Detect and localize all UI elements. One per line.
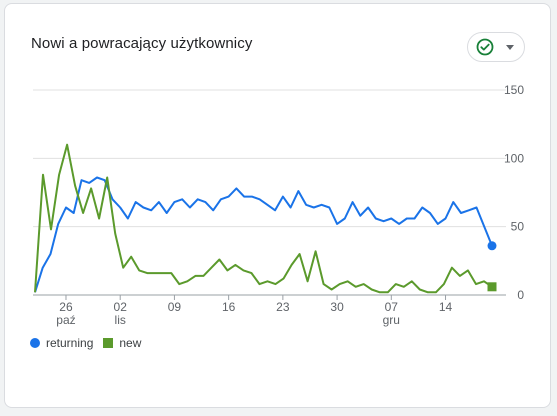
check-circle-icon	[476, 38, 494, 56]
series-end-marker-new	[487, 282, 497, 292]
x-tick-label-14: 14	[439, 300, 453, 314]
legend-new-label: new	[119, 336, 142, 350]
x-tick-label-23: 23	[276, 300, 290, 314]
x-tick-label-02: 02	[114, 300, 128, 314]
series-line-returning	[34, 176, 493, 293]
chevron-down-icon	[506, 45, 514, 50]
series-line-new	[34, 143, 493, 294]
legend-returning-label: returning	[46, 336, 94, 350]
y-tick-label-50: 50	[511, 220, 525, 234]
x-tick-sublabel-gru: gru	[383, 313, 400, 327]
x-tick-label-26: 26	[59, 300, 73, 314]
legend-returning-marker	[30, 338, 40, 348]
chart-legend: returning new	[30, 336, 151, 350]
series-end-marker-returning	[487, 241, 497, 251]
y-tick-label-0: 0	[517, 288, 524, 302]
legend-item-new[interactable]: new	[103, 336, 141, 350]
card-title: Nowi a powracający użytkownicy	[31, 35, 253, 52]
status-dropdown-button[interactable]	[467, 32, 525, 62]
legend-new-marker	[103, 338, 114, 348]
x-tick-label-30: 30	[330, 300, 344, 314]
x-tick-sublabel-paź: paź	[56, 313, 75, 327]
x-tick-label-09: 09	[168, 300, 182, 314]
y-tick-label-150: 150	[504, 83, 524, 97]
legend-item-returning[interactable]: returning	[30, 336, 93, 350]
x-tick-label-16: 16	[222, 300, 236, 314]
x-tick-label-07: 07	[385, 300, 399, 314]
x-tick-sublabel-lis: lis	[115, 313, 126, 327]
y-tick-label-100: 100	[504, 151, 524, 165]
